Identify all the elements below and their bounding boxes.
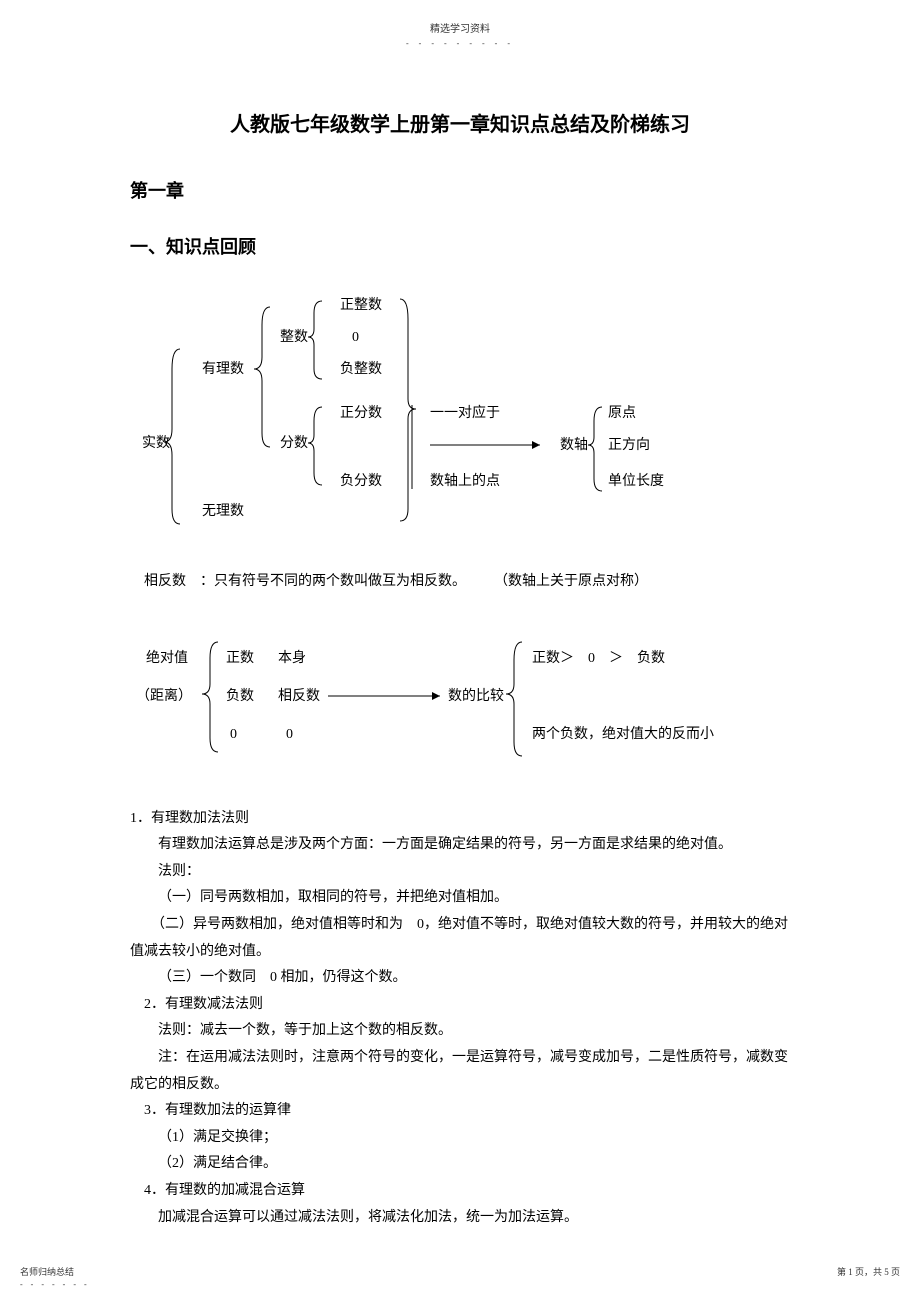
- section-heading: 一、知识点回顾: [130, 233, 790, 259]
- label-shuzhou: 数轴: [560, 437, 588, 453]
- opposite-definition: 相反数 ：只有符号不同的两个数叫做互为相反数。 （数轴上关于原点对称）: [130, 569, 790, 596]
- label-posfen: 正分数: [340, 405, 382, 421]
- document-title: 人教版七年级数学上册第一章知识点总结及阶梯练习: [130, 108, 790, 137]
- label-youlishu: 有理数: [202, 361, 244, 377]
- label-juli: （距离）: [136, 687, 192, 704]
- p11: （1）满足交换律；: [130, 1125, 790, 1152]
- label-jueduizhi: 绝对值: [146, 650, 188, 666]
- label-benshen: 本身: [278, 650, 306, 666]
- page-footer: 名师归纳总结 第 1 页，共 5 页 - - - - - - -: [20, 1265, 900, 1289]
- label-fenshu: 分数: [280, 435, 308, 451]
- label-fushu2: 负数: [226, 688, 254, 704]
- label-zero: 0: [352, 330, 359, 345]
- p5: （二）异号两数相加，绝对值相等时和为 0，绝对值不等时，取绝对值较大数的符号，并…: [130, 912, 790, 965]
- p9: 注：在运用减法法则时，注意两个符号的变化，一是运算符号，减号变成加号，二是性质符…: [130, 1045, 790, 1098]
- label-xiangfan: 相反数: [278, 688, 320, 704]
- label-zhengfx: 正方向: [608, 437, 650, 453]
- label-wulishu: 无理数: [202, 503, 244, 519]
- label-poszheng: 正整数: [340, 297, 382, 313]
- p3: 法则：: [130, 859, 790, 886]
- p2-text: 有理数加法运算总是涉及两个方面：一方面是确定结果的符号，另一方面是求结果的绝对值…: [158, 837, 732, 852]
- p5-text: （二）异号两数相加，绝对值相等时和为 0，绝对值不等时，取绝对值较大数的符号，并…: [130, 917, 788, 959]
- p10: 3．有理数加法的运算律: [130, 1098, 790, 1125]
- label-yiyi: 一一对应于: [430, 404, 500, 421]
- absolute-value-diagram: 绝对值 （距离） 正数 本身 负数 相反数 0 0 数的比较 正数＞ 0 ＞ 负…: [130, 626, 790, 766]
- footer-dots: - - - - - - -: [20, 1280, 900, 1289]
- top-header-dots: - - - - - - - - -: [130, 39, 790, 48]
- p12: （2）满足结合律。: [130, 1151, 790, 1178]
- label-danwei: 单位长度: [608, 473, 664, 489]
- label-zhengshu2: 正数: [226, 650, 254, 666]
- label-compare: 数的比较: [448, 688, 504, 704]
- p4: （一）同号两数相加，取相同的符号，并把绝对值相加。: [130, 885, 790, 912]
- real-number-diagram: 实数 有理数 无理数 整数 分数 正整数 0 负整数 正分数 负分数 一一对应于: [130, 289, 790, 529]
- p1: 1．有理数加法法则: [130, 806, 790, 833]
- p9-text: 注：在运用减法法则时，注意两个符号的变化，一是运算符号，减号变成加号，二是性质符…: [130, 1050, 788, 1092]
- p2: 有理数加法运算总是涉及两个方面：一方面是确定结果的符号，另一方面是求结果的绝对值…: [130, 832, 790, 859]
- label-shuzhou-dian: 数轴上的点: [430, 473, 500, 489]
- p8: 法则：减去一个数，等于加上这个数的相反数。: [130, 1018, 790, 1045]
- label-zero-l: 0: [230, 727, 237, 742]
- p13: 4．有理数的加减混合运算: [130, 1178, 790, 1205]
- footer-right: 第 1 页，共 5 页: [837, 1265, 900, 1278]
- label-shishu: 实数: [142, 435, 170, 451]
- p6: （三）一个数同 0 相加，仍得这个数。: [130, 965, 790, 992]
- label-negzheng: 负整数: [340, 361, 382, 377]
- p7: 2．有理数减法法则: [130, 992, 790, 1019]
- label-zhengshu: 整数: [280, 329, 308, 345]
- label-zero-r: 0: [286, 727, 293, 742]
- label-rule2: 两个负数，绝对值大的反而小: [532, 726, 714, 742]
- footer-left: 名师归纳总结: [20, 1267, 74, 1277]
- chapter-heading: 第一章: [130, 177, 790, 203]
- top-header-label: 精选学习资料: [130, 20, 790, 35]
- label-rule1: 正数＞ 0 ＞ 负数: [532, 650, 665, 666]
- p14: 加减混合运算可以通过减法法则，将减法化加法，统一为加法运算。: [130, 1205, 790, 1232]
- label-yuandian: 原点: [608, 405, 636, 421]
- label-negfen: 负分数: [340, 473, 382, 489]
